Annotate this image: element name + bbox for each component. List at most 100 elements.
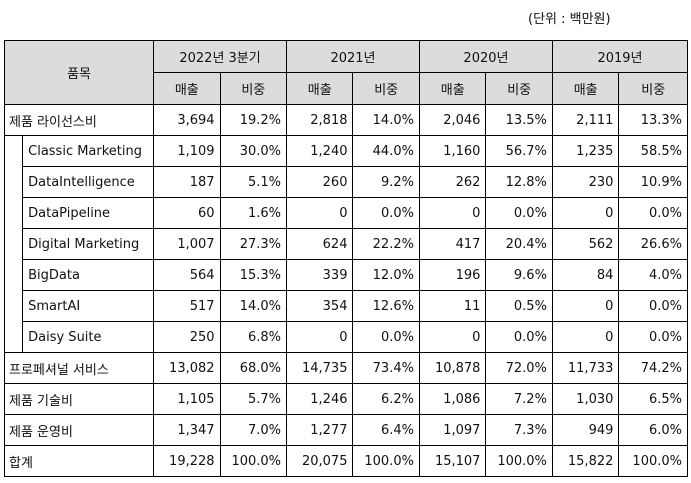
share-cell: 6.5% (618, 383, 688, 415)
table-row: 제품 기술비 1,105 5.7% 1,246 6.2% 1,086 7.2% 1,030 6.… (3, 383, 688, 415)
share-cell: 0.0% (618, 290, 688, 322)
sales-cell: 0 (418, 321, 487, 353)
sales-cell: 11 (418, 290, 487, 322)
sales-cell: 0 (418, 197, 487, 229)
share-cell: 15.3% (219, 259, 288, 291)
sales-cell: 20,075 (286, 445, 354, 477)
share-cell: 19.2% (219, 104, 288, 136)
sales-cell: 11,733 (551, 352, 620, 384)
row-label: DataIntelligence (22, 166, 155, 198)
table-body: 제품 라이선스비 3,694 19.2% 2,818 14.0% 2,046 13.5% 2,… (3, 104, 688, 477)
sales-cell: 10,878 (418, 352, 487, 384)
share-cell: 7.0% (219, 414, 288, 446)
sales-cell: 1,007 (153, 228, 221, 260)
share-cell: 6.8% (219, 321, 288, 353)
table-header: 품목 2022년 3분기 2021년 2020년 2019년 매출 비중 매출 … (3, 40, 689, 105)
share-cell: 4.0% (618, 259, 688, 291)
sales-cell: 2,046 (418, 104, 487, 136)
table-row: SmartAI 517 14.0% 354 12.6% 11 0.5% 0 0.0% (5, 290, 688, 322)
item-header: 품목 (3, 40, 155, 105)
share-cell: 1.6% (219, 197, 288, 229)
share-cell: 12.0% (352, 259, 420, 291)
share-cell: 68.0% (219, 352, 288, 384)
sales-cell: 1,246 (286, 383, 354, 415)
share-header: 비중 (485, 72, 553, 105)
share-cell: 12.6% (352, 290, 420, 322)
row-label: 합계 (3, 445, 155, 477)
share-cell: 0.0% (618, 197, 688, 229)
share-cell: 0.5% (485, 290, 553, 322)
sales-cell: 1,097 (418, 414, 487, 446)
share-cell: 26.6% (618, 228, 688, 260)
sales-cell: 60 (153, 197, 221, 229)
sales-cell: 19,228 (153, 445, 221, 477)
sales-header: 매출 (418, 72, 487, 105)
table-row: Classic Marketing 1,109 30.0% 1,240 44.0% 1,1… (3, 135, 688, 353)
sales-cell: 84 (551, 259, 620, 291)
sales-cell: 15,822 (551, 445, 620, 477)
share-cell: 12.8% (485, 166, 553, 198)
sales-cell: 354 (286, 290, 354, 322)
share-cell: 0.0% (352, 321, 420, 353)
share-cell: 13.3% (618, 104, 688, 136)
sales-cell: 1,109 (153, 135, 221, 167)
share-header: 비중 (618, 72, 688, 105)
row-label: BigData (22, 259, 155, 291)
share-cell: 5.1% (219, 166, 288, 198)
share-cell: 100.0% (485, 445, 553, 477)
share-cell: 0.0% (352, 197, 420, 229)
row-label: 프로페셔널 서비스 (3, 352, 155, 384)
sales-cell: 624 (286, 228, 354, 260)
table-row: BigData 564 15.3% 339 12.0% 196 9.6% 84 4.0% (5, 259, 688, 291)
share-cell: 30.0% (219, 135, 288, 167)
sales-cell: 262 (418, 166, 487, 198)
sales-cell: 517 (153, 290, 221, 322)
share-cell: 6.0% (618, 414, 688, 446)
table-row: Digital Marketing 1,007 27.3% 624 22.2% 417 20… (5, 228, 688, 260)
share-cell: 73.4% (352, 352, 420, 384)
share-cell: 20.4% (485, 228, 553, 260)
sales-cell: 1,030 (551, 383, 620, 415)
table-row: 제품 라이선스비 3,694 19.2% 2,818 14.0% 2,046 13.5% 2,… (3, 104, 688, 136)
table-row: Daisy Suite 250 6.8% 0 0.0% 0 0.0% 0 0.0% (5, 321, 688, 353)
sales-cell: 339 (286, 259, 354, 291)
sales-header: 매출 (153, 72, 221, 105)
sales-cell: 949 (551, 414, 620, 446)
share-cell: 100.0% (618, 445, 688, 477)
sales-cell: 0 (286, 321, 354, 353)
table-row: 프로페셔널 서비스 13,082 68.0% 14,735 73.4% 10,878 72.… (3, 352, 688, 384)
share-cell: 44.0% (352, 135, 420, 167)
share-cell: 100.0% (352, 445, 420, 477)
sales-cell: 187 (153, 166, 221, 198)
sales-cell: 1,235 (551, 135, 620, 167)
sales-cell: 2,111 (551, 104, 620, 136)
table-row: DataIntelligence 187 5.1% 260 9.2% 262 12.8% 23… (5, 166, 688, 198)
share-cell: 9.2% (352, 166, 420, 198)
share-cell: 56.7% (485, 135, 553, 167)
share-cell: 14.0% (352, 104, 420, 136)
row-label: Classic Marketing (22, 135, 155, 167)
sales-cell: 260 (286, 166, 354, 198)
sales-cell: 1,105 (153, 383, 221, 415)
share-cell: 74.2% (618, 352, 688, 384)
table-row: DataPipeline 60 1.6% 0 0.0% 0 0.0% 0 0.0% (5, 197, 688, 229)
share-cell: 5.7% (219, 383, 288, 415)
share-cell: 14.0% (219, 290, 288, 322)
sales-header: 매출 (286, 72, 354, 105)
share-cell: 0.0% (618, 321, 688, 353)
row-label: DataPipeline (22, 197, 155, 229)
period-header: 2022년 3분기 (153, 40, 288, 73)
sales-cell: 0 (551, 321, 620, 353)
sales-cell: 2,818 (286, 104, 354, 136)
sales-cell: 250 (153, 321, 221, 353)
share-cell: 72.0% (485, 352, 553, 384)
sales-cell: 1,086 (418, 383, 487, 415)
period-header: 2020년 (418, 40, 553, 73)
share-header: 비중 (219, 72, 288, 105)
share-cell: 6.2% (352, 383, 420, 415)
indent-spacer (3, 135, 24, 353)
sales-cell: 13,082 (153, 352, 221, 384)
sales-cell: 0 (551, 197, 620, 229)
share-cell: 10.9% (618, 166, 688, 198)
period-header: 2019년 (551, 40, 689, 73)
